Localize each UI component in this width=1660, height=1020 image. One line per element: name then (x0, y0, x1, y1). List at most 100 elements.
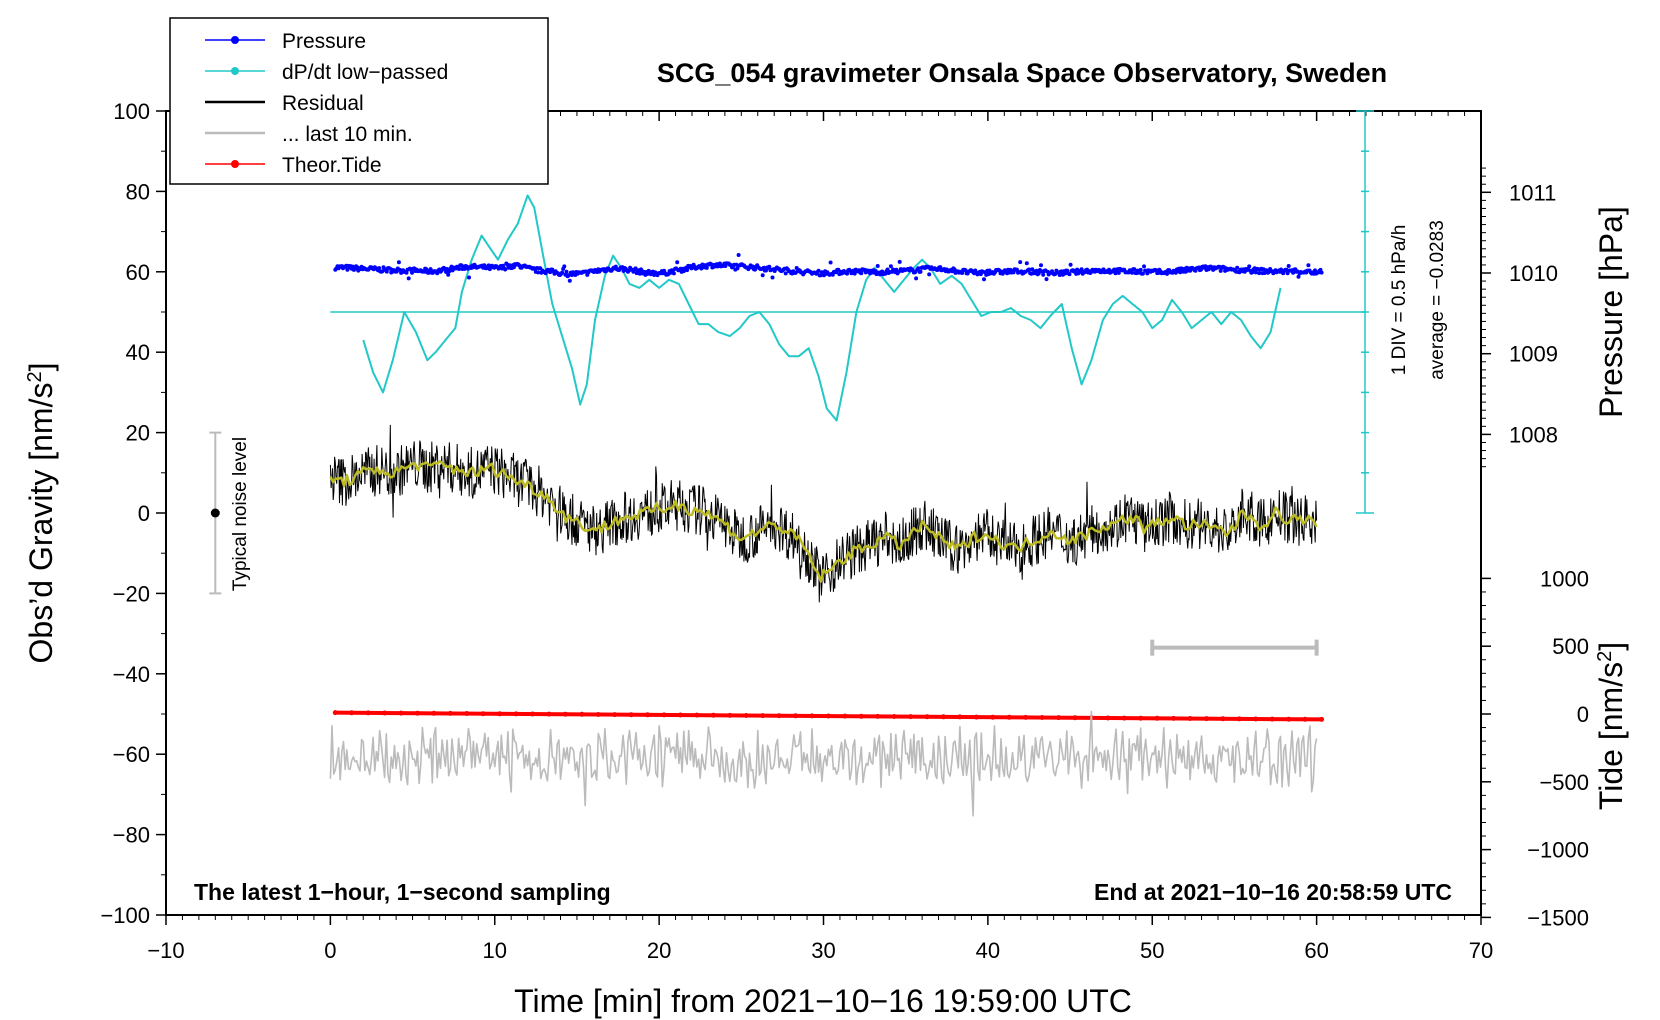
pressure-point (770, 275, 775, 280)
y-axis-label-left-sup: 2 (24, 371, 46, 382)
pressure-point (396, 260, 401, 265)
y-tick-label: 40 (126, 340, 150, 365)
residual-smoothed-line (329, 460, 1318, 583)
pressure-point (852, 271, 857, 276)
tide-point (661, 712, 667, 718)
pressure-point (410, 270, 414, 275)
legend-swatch-marker (231, 67, 239, 75)
tide-point (1154, 715, 1160, 721)
tide-point (973, 714, 979, 720)
tide-series (332, 710, 1325, 722)
legend-swatch-marker (231, 160, 239, 168)
pressure-point (384, 269, 389, 274)
tide-point (1171, 715, 1177, 721)
y-tick-label: 60 (126, 260, 150, 285)
pressure-point (918, 269, 923, 274)
pressure-point (1306, 263, 1311, 268)
x-tick-label: 0 (324, 938, 336, 963)
tide-point (924, 714, 930, 720)
tide-point (1056, 715, 1062, 721)
pressure-point (913, 270, 917, 275)
tide-point (398, 710, 404, 716)
pressure-point (564, 269, 569, 274)
pressure-point (938, 265, 943, 270)
tide-point (464, 711, 470, 716)
pressure-point (1165, 271, 1169, 276)
pressure-point (828, 260, 833, 265)
tide-point (1121, 715, 1127, 721)
x-tick-label: 40 (976, 938, 1000, 963)
pressure-point (897, 259, 902, 264)
pressure-point (1036, 271, 1041, 276)
pressure-point (1218, 268, 1223, 273)
x-axis-label: Time [min] from 2021−10−16 19:59:00 UTC (514, 983, 1132, 1019)
pressure-point (1291, 270, 1296, 275)
tide-point (908, 714, 914, 720)
pressure-point (859, 271, 864, 276)
pressure-point (736, 253, 741, 257)
pressure-point (1296, 274, 1301, 279)
dpdt-average-label: average = −0.0283 (1427, 220, 1448, 380)
pressure-point (1024, 261, 1029, 266)
pressure-point (685, 268, 690, 273)
tide-point (941, 714, 946, 720)
y-axis-label-tide: Tide [nm/s2] (1593, 642, 1629, 810)
footer-left: The latest 1−hour, 1−second sampling (194, 879, 611, 905)
y-tick-label: 80 (126, 179, 150, 204)
pressure-point (916, 266, 921, 271)
pressure-point (963, 268, 968, 273)
residual-line (329, 424, 1318, 603)
tide-point (415, 710, 420, 716)
pressure-point (888, 264, 893, 269)
noise-level-dot (210, 508, 220, 518)
pressure-point (503, 267, 508, 272)
pressure-point (406, 276, 411, 281)
x-tick-label: −10 (147, 938, 184, 963)
tide-point (1039, 715, 1045, 720)
pressure-point (428, 267, 433, 272)
pressure-point (560, 270, 565, 275)
tide-point (710, 712, 716, 718)
x-tick-label: 70 (1469, 938, 1493, 963)
tide-point (349, 710, 355, 716)
tide-tick-label: −500 (1539, 770, 1589, 795)
tide-point (825, 713, 831, 719)
tide-tick-label: 1000 (1540, 566, 1589, 591)
chart-title: SCG_054 gravimeter Onsala Space Observat… (657, 58, 1387, 88)
y-axis-label-tide-main: Tide [nm/s (1593, 662, 1629, 810)
tide-point (858, 713, 864, 719)
tide-point (365, 710, 371, 716)
y-axis-label-pressure: Pressure [hPa] (1593, 206, 1629, 418)
tide-point (431, 710, 437, 716)
pressure-point (377, 266, 382, 271)
pressure-point (675, 260, 680, 265)
y-axis-label-left: Obs’d Gravity [nm/s2] (23, 363, 59, 664)
pressure-point (1027, 267, 1031, 272)
pressure-tick-label: 1010 (1509, 261, 1558, 286)
pressure-point (734, 262, 739, 267)
pressure-point (760, 273, 765, 278)
tide-point (957, 714, 963, 720)
pressure-point (562, 264, 567, 269)
y-axis-label-tide-sup: 2 (1594, 651, 1616, 662)
legend: Pressure dP/dt low−passed Residual ... last… (169, 17, 549, 185)
pressure-point (1253, 270, 1258, 275)
tide-point (842, 713, 848, 719)
tide-point (1253, 716, 1259, 722)
noise-level-label: Typical noise level (230, 437, 251, 591)
pressure-point (1285, 271, 1290, 276)
tide-point (447, 710, 453, 716)
tide-point (612, 712, 618, 718)
tide-point (694, 712, 700, 718)
x-tick-label: 30 (811, 938, 835, 963)
pressure-point (704, 265, 709, 270)
tide-point (628, 712, 634, 718)
legend-label: ... last 10 min. (282, 123, 413, 146)
pressure-point (1284, 267, 1289, 272)
y-tick-label: −20 (113, 581, 150, 606)
pressure-point (1257, 271, 1262, 276)
legend-label: dP/dt low−passed (282, 61, 448, 84)
pressure-point (394, 269, 399, 274)
axis-ticks: −10 0 10 20 30 40 50 60 70100806040200−20−40−60−… (100, 99, 1589, 963)
tide-tick-label: −1000 (1527, 838, 1589, 863)
